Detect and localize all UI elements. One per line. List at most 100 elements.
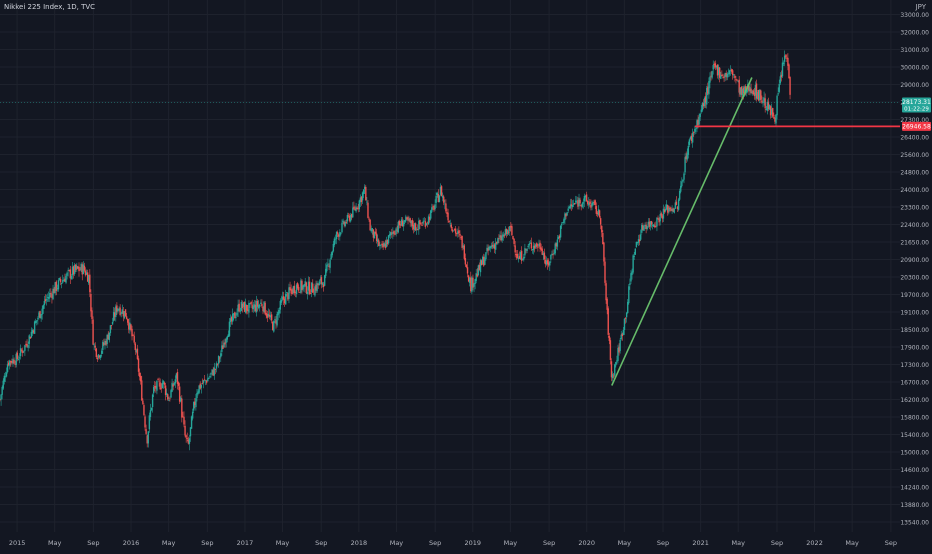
candle-body — [549, 261, 551, 266]
candle-body — [20, 349, 23, 351]
candle-body — [304, 281, 306, 286]
candle-body — [223, 342, 225, 348]
candle-body — [432, 206, 434, 208]
candle-body — [150, 407, 153, 411]
candle-body — [133, 335, 135, 343]
candle-body — [151, 394, 154, 408]
candle-body — [786, 57, 788, 59]
candle-body — [505, 228, 508, 234]
candle-body — [83, 265, 86, 271]
candle-body — [714, 63, 717, 68]
y-tick-label: 29000.00 — [900, 82, 929, 89]
candle-body — [701, 103, 704, 111]
candle-body — [392, 232, 394, 235]
candle-body — [330, 254, 332, 259]
candle-body — [515, 253, 517, 256]
candle-body — [649, 221, 652, 227]
candle-body — [598, 210, 601, 218]
candle-body — [610, 361, 613, 378]
candle-body — [180, 397, 182, 402]
candle-body — [648, 221, 651, 227]
candle-body — [157, 379, 159, 381]
candle-body — [447, 212, 449, 221]
candle-body — [30, 331, 33, 338]
candle-body — [138, 372, 141, 377]
candle-body — [472, 277, 474, 288]
candle-body — [408, 219, 410, 221]
candle-body — [288, 287, 290, 299]
candle-body — [347, 215, 350, 217]
candle-body — [242, 302, 245, 307]
candle-body — [132, 334, 134, 336]
candle-body — [343, 221, 345, 225]
candle-body — [594, 200, 596, 206]
candle-body — [294, 291, 297, 293]
candle-body — [12, 358, 14, 364]
candle-body — [361, 192, 364, 201]
candle-body — [691, 132, 694, 143]
candle-body — [161, 382, 164, 389]
candle-body — [365, 186, 367, 201]
candle-body — [537, 246, 539, 248]
candle-body — [760, 90, 762, 100]
candle-body — [2, 380, 4, 389]
candle-body — [774, 117, 776, 122]
candle-body — [481, 257, 484, 264]
candle-body — [530, 242, 533, 249]
y-tick-label: 26400.00 — [900, 135, 929, 142]
candle-body — [17, 359, 20, 361]
candle-body — [729, 70, 732, 72]
candle-body — [662, 208, 665, 219]
candle-body — [76, 265, 78, 269]
candle-body — [719, 67, 721, 78]
last-price-label: 28173.31 — [902, 99, 931, 106]
candle-body — [59, 279, 62, 283]
candle-body — [305, 282, 307, 294]
candle-body — [64, 278, 66, 282]
candle-body — [86, 272, 89, 282]
candle-body — [306, 291, 309, 294]
y-tick-label: 27300.00 — [900, 117, 929, 124]
candle-body — [772, 108, 774, 117]
candle-body — [712, 65, 714, 70]
candle-body — [750, 88, 752, 94]
candle-body — [293, 285, 296, 294]
candle-body — [548, 262, 550, 266]
candle-body — [169, 398, 171, 400]
candle-body — [717, 67, 720, 76]
candle-body — [488, 246, 490, 250]
candle-body — [269, 315, 272, 318]
candle-body — [683, 173, 685, 180]
candle-body — [296, 283, 299, 289]
candle-body — [270, 314, 273, 321]
candle-body — [415, 229, 418, 231]
y-tick-label: 20300.00 — [900, 275, 929, 282]
candle-body — [419, 220, 421, 225]
candle-body — [529, 242, 532, 244]
candle-body — [334, 238, 337, 240]
candle-body — [699, 113, 701, 117]
candle-body — [10, 360, 12, 363]
candle-body — [510, 225, 512, 228]
y-tick-label: 17900.00 — [900, 345, 929, 352]
x-tick-label: Sep — [87, 539, 99, 547]
candle-body — [331, 251, 333, 256]
candle-body — [738, 79, 740, 93]
candle-body — [634, 248, 636, 255]
candle-body — [735, 78, 737, 80]
candle-body — [396, 229, 398, 231]
candle-body — [15, 353, 17, 365]
candle-body — [373, 231, 376, 239]
last-price-tag — [902, 97, 931, 113]
candle-body — [576, 201, 578, 203]
candle-body — [354, 208, 356, 211]
candle-body — [722, 77, 724, 79]
candle-body — [710, 75, 712, 77]
candle-body — [369, 219, 371, 231]
candle-body — [383, 242, 385, 247]
candle-body — [677, 199, 680, 210]
candle-body — [156, 380, 158, 391]
candle-body — [451, 229, 454, 232]
